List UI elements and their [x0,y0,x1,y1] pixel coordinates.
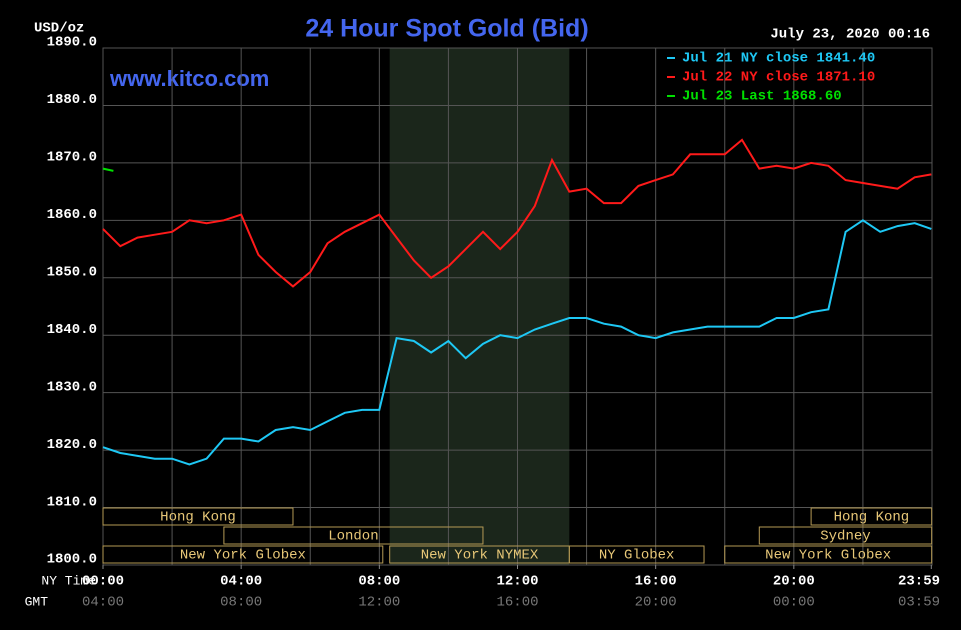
y-tick-label: 1860.0 [47,207,97,223]
x-axis-label: NY Time [41,573,96,588]
chart-title: 24 Hour Spot Gold (Bid) [305,15,588,43]
y-tick-label: 1850.0 [47,264,97,280]
legend-label: Jul 23 Last 1868.60 [682,89,842,105]
y-tick-label: 1830.0 [47,379,97,395]
x-tick-label: 23:59 [898,574,940,590]
session-box [223,526,484,545]
session-label: New York Globex [180,548,306,564]
x-tick-label: 00:00 [82,574,124,590]
session-box [102,545,384,564]
x-tick-label: 08:00 [358,574,400,590]
gmt-tick-label: 16:00 [496,595,538,611]
unit-label: USD/oz [34,21,84,37]
y-tick-label: 1880.0 [47,92,97,108]
gmt-tick-label: 00:00 [773,595,815,611]
session-label: London [328,529,378,545]
x-tick-label: 12:00 [496,574,538,590]
y-tick-label: 1800.0 [47,552,97,568]
x-axis-label: GMT [25,594,49,609]
price-line [102,167,114,172]
session-box [102,507,294,526]
website: www.kitco.com [109,66,269,91]
legend-label: Jul 21 NY close 1841.40 [682,51,875,67]
x-tick-label: 16:00 [635,574,677,590]
session-shade [389,48,570,565]
session-label: New York NYMEX [421,548,539,564]
y-tick-label: 1870.0 [47,150,97,166]
timestamp: July 23, 2020 00:16 [770,27,930,43]
x-tick-label: 04:00 [220,574,262,590]
session-label: Hong Kong [834,510,910,526]
legend-label: Jul 22 NY close 1871.10 [682,70,875,86]
x-tick-label: 20:00 [773,574,815,590]
y-tick-label: 1810.0 [47,494,97,510]
gmt-tick-label: 20:00 [635,595,677,611]
gmt-tick-label: 08:00 [220,595,262,611]
session-box [724,545,933,564]
y-tick-label: 1840.0 [47,322,97,338]
session-box [568,545,705,564]
price-line [102,138,932,288]
session-box [810,507,933,526]
session-label: NY Globex [599,548,675,564]
session-label: New York Globex [765,548,891,564]
session-label: Hong Kong [160,510,236,526]
price-line [102,219,932,466]
session-box [758,526,933,545]
y-tick-label: 1890.0 [47,35,97,51]
session-label: Sydney [820,529,870,545]
gmt-tick-label: 12:00 [358,595,400,611]
gmt-tick-label: 03:59 [898,595,940,611]
gmt-tick-label: 04:00 [82,595,124,611]
y-tick-label: 1820.0 [47,437,97,453]
